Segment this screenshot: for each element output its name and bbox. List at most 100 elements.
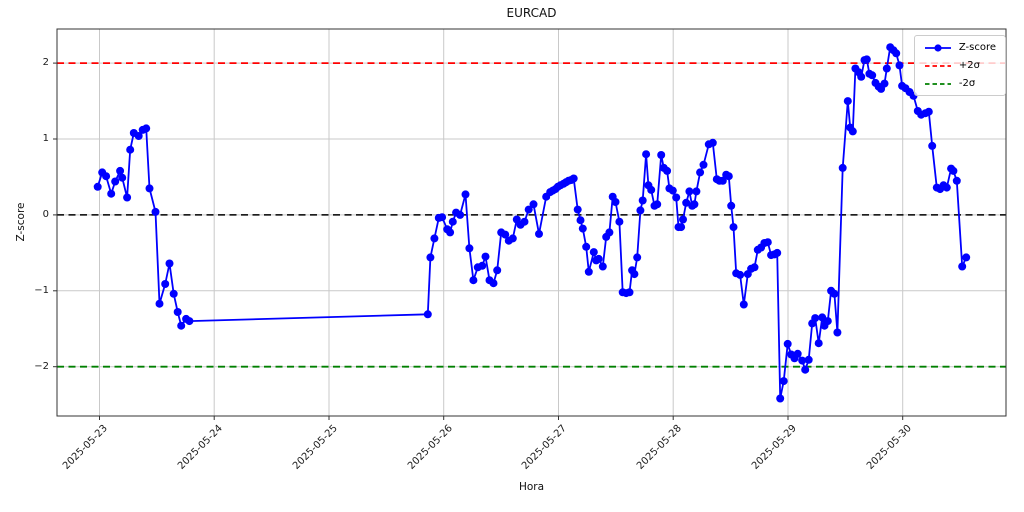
zscore-marker: [776, 394, 785, 403]
zscore-marker: [173, 308, 182, 316]
zscore-marker: [952, 176, 961, 185]
legend: Z-score +2σ -2σ: [913, 35, 1006, 96]
zscore-marker: [501, 230, 510, 239]
zscore-marker: [630, 270, 639, 279]
zscore-marker: [924, 107, 933, 116]
zscore-marker: [116, 166, 125, 175]
zscore-marker: [690, 200, 699, 209]
y-tick-label: −1: [34, 284, 49, 296]
zscore-marker: [169, 289, 178, 298]
zscore-marker: [811, 314, 820, 323]
zscore-marker: [611, 198, 620, 206]
zscore-marker: [165, 259, 174, 268]
zscore-marker: [633, 253, 642, 262]
zscore-marker: [582, 242, 591, 251]
zscore-marker: [576, 216, 585, 225]
legend-item-lower-sigma: -2σ: [924, 77, 996, 90]
zscore-marker: [962, 253, 971, 262]
zscore-marker: [653, 200, 662, 209]
zscore-marker: [868, 71, 877, 80]
zscore-marker: [426, 253, 435, 262]
y-axis-label: Z-score: [15, 202, 27, 242]
lower-sigma-dash-sample-icon: [924, 82, 951, 85]
zscore-marker: [801, 365, 810, 374]
zscore-marker: [448, 217, 457, 226]
zscore-marker: [430, 234, 439, 243]
zscore-marker: [699, 160, 708, 169]
zscore-marker: [783, 339, 792, 348]
zscore-marker: [126, 145, 135, 154]
zscore-marker: [823, 317, 832, 326]
zscore-marker: [773, 248, 782, 257]
zscore-marker: [469, 276, 478, 285]
zscore-marker: [880, 79, 889, 88]
zscore-marker: [529, 200, 538, 209]
zscore-marker: [663, 166, 672, 175]
zscore-marker: [892, 49, 901, 58]
zscore-marker: [615, 217, 624, 226]
zscore-marker: [838, 163, 847, 172]
zscore-marker: [724, 172, 733, 181]
zscore-marker: [708, 138, 717, 147]
zscore-marker: [843, 97, 852, 106]
zscore-marker: [625, 288, 634, 297]
zscore-marker: [461, 190, 470, 199]
zscore-marker: [857, 72, 866, 81]
zscore-marker: [692, 187, 701, 196]
zscore-marker: [668, 186, 677, 195]
zscore-marker: [696, 168, 705, 177]
zscore-marker: [677, 223, 686, 232]
zscore-line-sample-icon: [924, 43, 951, 52]
zscore-marker: [185, 317, 194, 326]
zscore-marker: [779, 377, 788, 386]
zscore-marker: [647, 185, 656, 194]
zscore-marker: [107, 189, 116, 198]
zscore-marker: [798, 356, 807, 365]
zscore-marker: [134, 132, 143, 140]
legend-label-upper-sigma: +2σ: [958, 60, 980, 71]
zscore-marker: [102, 172, 111, 181]
zscore-marker: [949, 166, 958, 175]
zscore-marker: [739, 300, 748, 309]
zscore-marker: [942, 183, 951, 192]
zscore-marker: [727, 201, 736, 210]
zscore-marker: [804, 355, 813, 364]
zscore-marker: [833, 328, 842, 337]
zscore-marker: [928, 141, 937, 150]
y-tick-label: −2: [34, 360, 49, 372]
zscore-marker: [438, 213, 447, 222]
zscore-marker: [478, 261, 487, 270]
zscore-marker: [679, 215, 687, 224]
zscore-marker: [750, 263, 759, 272]
zscore-marker: [638, 196, 647, 205]
zscore-marker: [672, 193, 681, 202]
zscore-marker: [481, 252, 490, 261]
zscore-marker: [508, 234, 517, 243]
zscore-marker: [151, 207, 160, 216]
zscore-marker: [589, 248, 598, 257]
zscore-marker: [729, 223, 738, 232]
plot-border: [56, 28, 1007, 417]
zscore-line: [96, 46, 968, 400]
zscore-marker: [423, 310, 432, 319]
legend-label-lower-sigma: -2σ: [958, 78, 976, 89]
zscore-marker: [446, 228, 455, 237]
zscore-marker: [882, 64, 891, 73]
zscore-marker: [718, 176, 727, 185]
zscore-marker: [493, 266, 502, 275]
zscore-marker: [123, 193, 132, 202]
zscore-marker: [584, 267, 593, 276]
zscore-marker: [642, 150, 651, 159]
zscore-marker: [155, 299, 164, 308]
zscore-marker: [161, 280, 170, 288]
zscore-marker: [111, 177, 120, 186]
legend-item-upper-sigma: +2σ: [924, 59, 996, 72]
zscore-marker: [145, 184, 154, 193]
zscore-marker: [524, 205, 533, 214]
zscore-marker: [569, 174, 578, 183]
y-tick-label: 0: [42, 208, 49, 220]
zscore-marker: [598, 262, 607, 271]
legend-item-zscore: Z-score: [924, 41, 996, 54]
